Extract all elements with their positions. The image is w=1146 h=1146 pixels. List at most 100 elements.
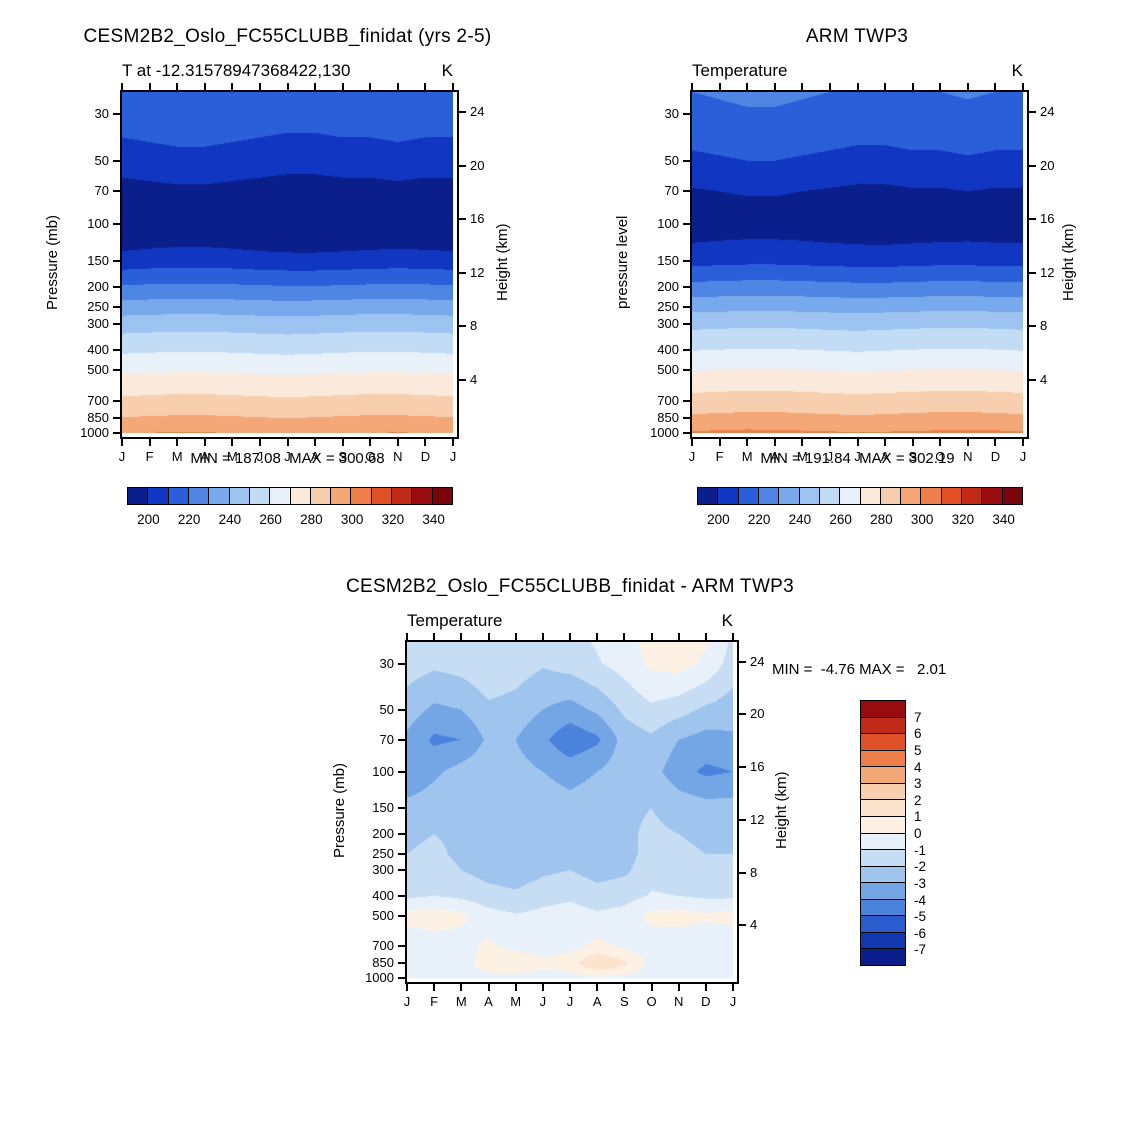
pressure-tick-label: 400 [87,341,109,357]
colorbar-cell [391,488,412,504]
panel-obs-pressure-axis-label: pressure level [614,215,631,310]
pressure-tick-label: 70 [379,731,394,747]
panel-obs-unit-label: K [1011,61,1023,80]
month-tick-label: J [449,449,457,464]
colorbar-cell [698,488,718,504]
month-tick-label: J [284,449,291,464]
panel-model-minmax-text: MIN = 187.08 MAX = 300.68 [190,450,385,467]
colorbar-cell [737,488,758,504]
colorbar-tick-label: 300 [910,512,934,527]
panel-obs-plot-area: J F M A M J J A S O N D J 30 50 70 100 150 200 250 300 400 500… [650,83,1054,464]
height-axis-tick [459,325,466,328]
month-axis-tick-top [677,633,680,640]
pressure-axis-tick [113,432,120,434]
pressure-tick-label: 200 [372,826,394,842]
month-axis-tick-top [994,83,997,90]
colorbar-cell [128,488,148,504]
month-tick-label: S [619,994,629,1009]
pressure-tick-label: 850 [372,955,394,971]
pressure-axis-tick [113,190,120,193]
height-tick-label: 20 [1040,157,1055,173]
colorbar-cell [861,782,905,800]
pressure-tick-label: 100 [372,763,394,779]
month-tick-label: A [310,449,320,464]
month-axis-tick [460,984,463,991]
pressure-axis-tick [683,190,690,193]
height-axis-tick [459,378,466,381]
month-tick-label: J [826,449,834,464]
panel-diff-title: CESM2B2_Oslo_FC55CLUBB_finidat - ARM TWP… [345,576,795,597]
month-axis-tick [569,984,571,991]
height-tick-label: 8 [750,864,758,880]
month-tick-label: O [646,994,657,1009]
month-tick-label: J [539,994,547,1009]
month-axis-tick [884,439,887,446]
pressure-tick-label: 30 [94,106,109,122]
colorbar-tick-label: -4 [914,892,927,908]
colorbar-tick-label: 340 [422,512,445,527]
panel-diff-height-axis-label: Height (km) [773,771,790,849]
height-axis-tick [1029,325,1036,328]
month-tick-label: M [226,449,238,464]
colorbar-tick-label: -3 [914,876,927,892]
pressure-tick-label: 300 [372,862,394,878]
height-axis-tick [739,713,746,716]
month-tick-label: O [365,449,376,464]
height-tick-label: 8 [470,318,478,334]
panel-model-plot-area: J F M A M J J A S O N D J 30 50 70 100 150 200 250 300 400 500… [80,83,484,464]
month-axis-tick [396,439,399,446]
month-tick-label: M [796,449,808,464]
height-axis-tick [459,164,466,167]
month-axis-tick-top [596,633,599,640]
colorbar-tick-label: 260 [259,512,282,527]
month-axis-tick-top [452,83,454,90]
pressure-axis-tick [398,852,405,855]
month-tick-label: A [592,994,602,1009]
pressure-axis-tick [113,305,120,308]
pressure-axis-tick [683,432,690,434]
colorbar-cell [861,865,905,883]
colorbar-cell [717,488,738,504]
colorbar-cell [861,898,905,916]
month-axis-tick-top [569,633,571,640]
height-tick-label: 16 [1040,211,1055,227]
month-axis-tick [856,439,859,446]
month-axis-tick [286,439,289,446]
colorbar-tick-label: 300 [340,512,364,527]
pressure-axis-tick [113,285,120,288]
colorbar-cell [818,488,840,504]
month-tick-label: A [770,449,780,464]
month-tick-label: J [1019,449,1027,464]
height-axis-tick [1029,164,1036,167]
month-axis-tick-top [911,83,914,90]
pressure-tick-label: 300 [87,315,109,331]
pressure-axis-tick [683,417,690,420]
pressure-tick-label: 30 [664,106,679,122]
colorbar-tick-label: 4 [914,759,922,775]
pressure-tick-label: 150 [657,252,679,268]
month-axis-tick-top [746,83,749,90]
month-axis-tick-top [369,83,372,90]
colorbar-cell [269,488,290,504]
colorbar-cell [900,488,921,504]
month-axis-tick [1022,439,1024,446]
pressure-tick-label: 100 [657,215,679,231]
colorbar-cell [861,849,905,866]
colorbar-tick-label: 340 [992,512,1015,527]
month-axis-tick [828,439,831,446]
month-tick-label: F [430,994,439,1009]
height-tick-label: 12 [750,812,765,828]
month-axis-tick-top [424,83,427,90]
colorbar-cell [861,716,905,734]
month-axis-tick-top [939,83,942,90]
month-axis-tick-top [258,83,261,90]
height-tick-label: 4 [750,917,758,933]
colorbar-cell [879,488,901,504]
colorbar-tick-label: 2 [914,792,922,808]
colorbar-tick-label: 5 [914,743,922,759]
colorbar-cell [861,882,905,899]
colorbar-tick-label: 1 [914,809,922,825]
pressure-axis-tick [398,708,405,711]
colorbar-tick-label: 280 [300,512,323,527]
